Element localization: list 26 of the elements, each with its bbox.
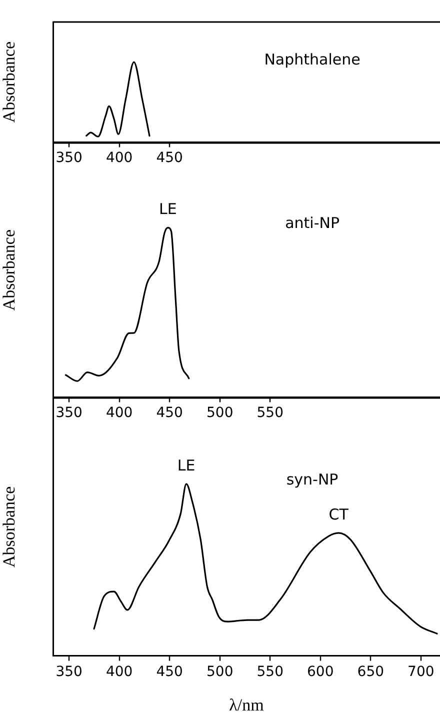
annotation: LE bbox=[158, 200, 177, 218]
x-tick-label: 400 bbox=[106, 664, 133, 680]
x-tick-label: 400 bbox=[106, 405, 133, 422]
x-tick-label: 650 bbox=[357, 664, 384, 680]
x-tick-label: 350 bbox=[56, 405, 82, 422]
annotation: anti-NP bbox=[285, 214, 340, 232]
annotation: Naphthalene bbox=[264, 50, 360, 68]
x-tick-label: 350 bbox=[56, 150, 82, 166]
annotation: CT bbox=[328, 505, 350, 524]
annotation: syn-NP bbox=[286, 470, 338, 488]
x-tick-label: 450 bbox=[156, 150, 183, 166]
annotation: LE bbox=[177, 456, 196, 474]
x-tick-label: 700 bbox=[408, 664, 434, 680]
y-axis-title: Absorbance bbox=[0, 230, 19, 311]
y-axis-title: Absorbance bbox=[0, 486, 19, 568]
x-tick-label: 550 bbox=[256, 405, 284, 422]
y-axis-title: Absorbance bbox=[0, 42, 19, 123]
x-tick-label: 450 bbox=[156, 405, 183, 422]
x-tick-label: 500 bbox=[206, 664, 234, 680]
x-tick-label: 500 bbox=[206, 405, 234, 422]
x-tick-label: 350 bbox=[56, 664, 82, 680]
x-tick-label: 450 bbox=[156, 664, 183, 680]
x-tick-label: 400 bbox=[106, 150, 133, 166]
x-axis-title: λ/nm bbox=[229, 695, 264, 714]
x-tick-label: 600 bbox=[307, 664, 334, 680]
x-tick-label: 550 bbox=[256, 664, 284, 680]
